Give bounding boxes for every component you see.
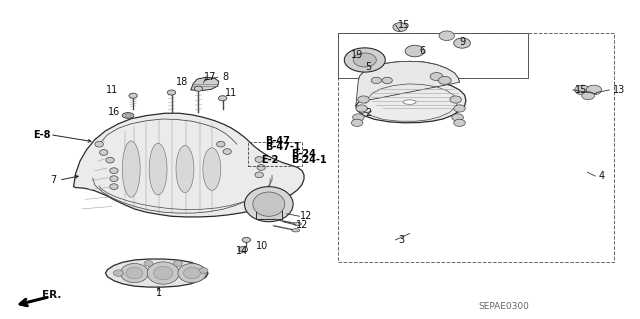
Text: B-24: B-24 — [291, 149, 316, 159]
Ellipse shape — [351, 119, 363, 126]
Ellipse shape — [430, 73, 443, 81]
Text: 3: 3 — [398, 235, 404, 245]
Ellipse shape — [113, 270, 124, 276]
Ellipse shape — [106, 157, 114, 163]
Polygon shape — [191, 77, 219, 91]
Ellipse shape — [586, 85, 602, 95]
Ellipse shape — [239, 247, 248, 252]
Ellipse shape — [353, 114, 364, 121]
Ellipse shape — [244, 187, 293, 222]
Ellipse shape — [405, 45, 424, 57]
Text: 12: 12 — [296, 220, 308, 230]
Ellipse shape — [403, 100, 416, 104]
Polygon shape — [106, 259, 208, 287]
Ellipse shape — [454, 38, 470, 48]
Text: 6: 6 — [419, 46, 426, 56]
Ellipse shape — [218, 96, 227, 101]
Ellipse shape — [203, 148, 221, 190]
Ellipse shape — [126, 267, 143, 279]
Ellipse shape — [582, 92, 595, 100]
Text: B-47: B-47 — [266, 136, 291, 146]
Ellipse shape — [147, 262, 179, 284]
Bar — [338, 33, 528, 78]
Ellipse shape — [450, 96, 461, 103]
Text: FR.: FR. — [42, 290, 61, 300]
Ellipse shape — [176, 145, 194, 193]
Ellipse shape — [144, 261, 153, 266]
Ellipse shape — [110, 168, 118, 174]
Text: 18: 18 — [176, 77, 188, 87]
Ellipse shape — [292, 229, 300, 232]
Text: 14: 14 — [236, 246, 248, 256]
Ellipse shape — [110, 184, 118, 189]
Ellipse shape — [184, 267, 200, 279]
Ellipse shape — [173, 261, 182, 266]
Ellipse shape — [454, 119, 465, 126]
Ellipse shape — [257, 165, 266, 170]
Ellipse shape — [358, 96, 369, 103]
Text: 4: 4 — [598, 171, 605, 181]
Ellipse shape — [393, 23, 407, 32]
Ellipse shape — [95, 141, 104, 147]
Text: 11: 11 — [225, 87, 237, 98]
Text: 15: 15 — [575, 85, 587, 95]
Ellipse shape — [178, 263, 206, 283]
Ellipse shape — [575, 85, 590, 95]
Ellipse shape — [294, 222, 301, 226]
Text: B-24-1: B-24-1 — [291, 155, 327, 165]
Ellipse shape — [439, 31, 454, 41]
Ellipse shape — [122, 141, 140, 197]
Text: B-47-1: B-47-1 — [266, 142, 301, 152]
Ellipse shape — [382, 77, 392, 84]
Ellipse shape — [110, 176, 118, 182]
Ellipse shape — [255, 157, 264, 162]
Ellipse shape — [168, 90, 175, 95]
Ellipse shape — [353, 53, 376, 67]
Ellipse shape — [129, 93, 138, 98]
Text: 16: 16 — [108, 107, 120, 117]
Text: 11: 11 — [106, 85, 118, 95]
Ellipse shape — [100, 150, 108, 155]
Text: SEPAE0300: SEPAE0300 — [479, 302, 529, 311]
Text: 12: 12 — [300, 211, 312, 221]
Text: E-2: E-2 — [261, 155, 278, 165]
Ellipse shape — [438, 77, 451, 85]
Ellipse shape — [149, 143, 167, 195]
Ellipse shape — [255, 172, 264, 178]
Text: 13: 13 — [613, 85, 625, 95]
Text: 10: 10 — [256, 241, 268, 251]
Ellipse shape — [253, 192, 285, 216]
Ellipse shape — [356, 105, 367, 112]
Text: 5: 5 — [365, 62, 371, 72]
Ellipse shape — [120, 263, 148, 283]
Polygon shape — [74, 113, 304, 217]
Text: 1: 1 — [156, 288, 162, 298]
Ellipse shape — [125, 114, 131, 117]
Text: 19: 19 — [351, 50, 363, 60]
Text: 7: 7 — [50, 175, 56, 185]
Ellipse shape — [216, 141, 225, 147]
Text: 9: 9 — [460, 37, 466, 47]
Ellipse shape — [223, 149, 232, 154]
Text: 2: 2 — [365, 108, 371, 118]
Ellipse shape — [243, 237, 251, 242]
Ellipse shape — [199, 268, 208, 273]
Polygon shape — [356, 61, 460, 106]
Bar — [338, 33, 614, 262]
Ellipse shape — [452, 114, 463, 121]
Polygon shape — [356, 80, 466, 123]
Ellipse shape — [195, 86, 202, 91]
Ellipse shape — [154, 266, 173, 280]
Text: 17: 17 — [204, 72, 216, 82]
Text: 8: 8 — [223, 72, 229, 82]
Bar — [248, 142, 302, 166]
Ellipse shape — [122, 113, 134, 118]
Text: E-8: E-8 — [33, 130, 51, 140]
Ellipse shape — [454, 105, 465, 112]
Text: 15: 15 — [398, 20, 410, 30]
Polygon shape — [256, 209, 282, 219]
Ellipse shape — [344, 48, 385, 72]
Ellipse shape — [371, 77, 381, 84]
